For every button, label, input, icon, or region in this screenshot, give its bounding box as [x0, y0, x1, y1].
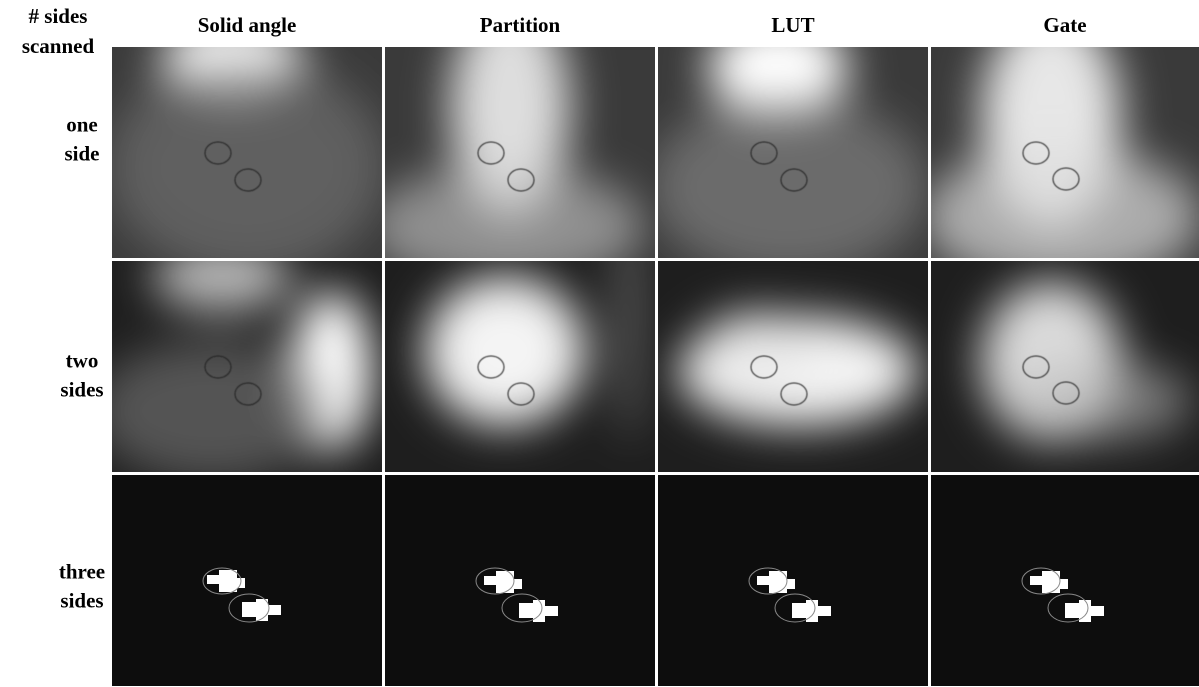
column-header: Solid angle — [198, 13, 297, 37]
target-circle — [750, 355, 778, 379]
target-circle — [774, 593, 816, 623]
image — [931, 261, 1199, 472]
image — [931, 47, 1199, 258]
target-circle — [204, 355, 232, 379]
recon-blob — [792, 600, 831, 622]
intensity — [425, 261, 642, 441]
intensity — [931, 47, 1199, 258]
image-panel — [385, 475, 655, 686]
image-background — [112, 475, 382, 686]
intensity-blob — [425, 276, 585, 426]
target-circle — [228, 593, 270, 623]
row-label: side — [64, 141, 99, 165]
row-label: three — [59, 559, 105, 583]
corner-label: scanned — [22, 34, 95, 58]
target-circle — [1022, 141, 1050, 165]
column-header: Partition — [480, 13, 561, 37]
target-circle — [780, 168, 808, 192]
target-circle — [234, 382, 262, 406]
row-label: one — [66, 112, 98, 136]
target-circle — [1022, 355, 1050, 379]
intensity-blob — [1011, 361, 1191, 441]
row-label: sides — [60, 588, 103, 612]
image — [658, 261, 928, 472]
intensity — [658, 47, 928, 258]
image — [385, 47, 655, 258]
image — [931, 475, 1199, 686]
recon-blob — [242, 599, 281, 621]
image — [658, 475, 928, 686]
intensity-blob — [112, 341, 332, 472]
intensity — [678, 311, 918, 426]
image — [658, 47, 928, 258]
target-circle — [501, 593, 543, 623]
intensity-blob — [152, 261, 292, 311]
target-circle — [1021, 567, 1061, 595]
target-circle — [202, 567, 242, 595]
image-panel — [931, 261, 1199, 472]
image-panel — [112, 475, 382, 686]
target-circle — [780, 382, 808, 406]
image-panel — [112, 47, 382, 258]
target-circle — [507, 168, 535, 192]
intensity-blob — [618, 261, 642, 441]
intensity — [981, 281, 1191, 441]
image-panel — [658, 47, 928, 258]
target-circle — [1052, 167, 1080, 191]
image — [385, 475, 655, 686]
intensity-blob — [112, 57, 382, 258]
recon-blob — [1065, 600, 1104, 622]
intensity-blob — [385, 167, 645, 258]
reconstruction — [207, 570, 281, 621]
intensity-blob — [658, 97, 928, 258]
intensity — [112, 47, 382, 258]
corner-label: # sides — [29, 4, 88, 28]
target-circle — [477, 141, 505, 165]
image — [112, 475, 382, 686]
image-panel — [658, 261, 928, 472]
column-header: LUT — [771, 13, 814, 37]
row-label: sides — [60, 377, 103, 401]
image-panel — [112, 261, 382, 472]
image — [385, 261, 655, 472]
target-circle — [750, 141, 778, 165]
row-label: two — [66, 348, 99, 372]
panel-grid — [112, 47, 1199, 686]
recon-blob — [519, 600, 558, 622]
image — [112, 47, 382, 258]
image-panel — [385, 261, 655, 472]
target-circle — [234, 168, 262, 192]
intensity-blob — [698, 311, 818, 391]
target-circle — [475, 567, 515, 595]
target-circle — [1047, 593, 1089, 623]
image-panel — [385, 47, 655, 258]
intensity — [385, 47, 645, 258]
target-circle — [1052, 381, 1080, 405]
image — [112, 261, 382, 472]
intensity-blob — [931, 147, 1199, 258]
intensity — [112, 261, 372, 472]
target-circle — [204, 141, 232, 165]
image-panel — [931, 47, 1199, 258]
image-panel — [931, 475, 1199, 686]
target-circle — [507, 382, 535, 406]
recon-blob — [207, 570, 245, 592]
target-circle — [748, 567, 788, 595]
target-circle — [477, 355, 505, 379]
column-header: Gate — [1043, 13, 1086, 37]
image-panel — [658, 475, 928, 686]
